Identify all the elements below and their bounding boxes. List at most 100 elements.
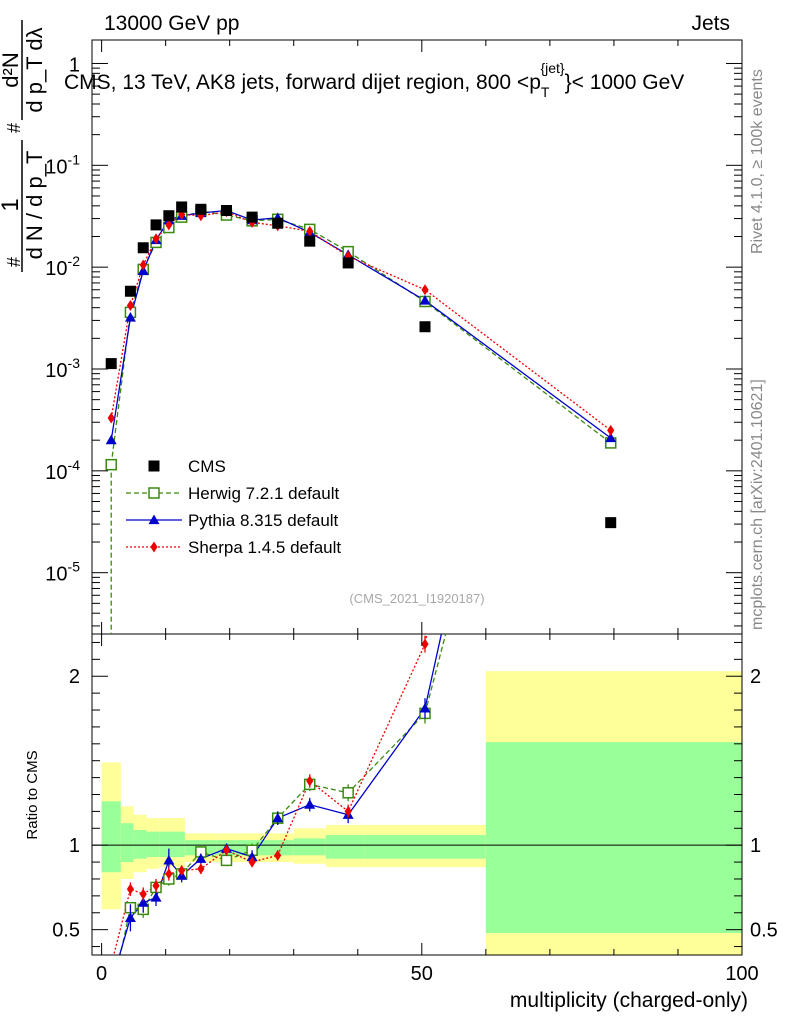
band-inner-3 xyxy=(146,831,160,858)
band-inner-11 xyxy=(325,835,365,859)
cms-point-13 xyxy=(605,517,617,529)
legend-label-2: Pythia 8.315 default xyxy=(188,511,339,530)
rivet-version: Rivet 4.1.0, ≥ 100k events xyxy=(749,69,766,254)
analysis-id: (CMS_2021_I1920187) xyxy=(349,591,484,606)
ratio-uncertainty-bands xyxy=(92,671,742,955)
main-marker-2-1 xyxy=(126,300,134,312)
ratio-marker-1-8 xyxy=(246,851,258,862)
x-axis-label: multiplicity (charged-only) xyxy=(510,989,748,1012)
cms-point-7 xyxy=(220,205,232,217)
legend-label-1: Herwig 7.2.1 default xyxy=(188,484,339,503)
ratio-tick-label-right-1: 1 xyxy=(750,835,761,857)
ratio-marker-2-11 xyxy=(344,805,352,817)
main-marker-2-13 xyxy=(607,424,615,436)
cms-point-10 xyxy=(304,235,316,247)
ratio-tick-label-left-2: 2 xyxy=(69,666,80,688)
main-marker-2-0 xyxy=(107,412,115,424)
main-marker-1-13 xyxy=(605,432,617,443)
ratio-tick-label-right-2: 2 xyxy=(750,666,761,688)
ratio-marker-2-9 xyxy=(274,849,282,861)
legend-marker-3 xyxy=(150,541,158,553)
ratio-tick-label-right-0: 0.5 xyxy=(750,920,778,942)
ratio-marker-2-3 xyxy=(152,880,160,892)
cms-point-8 xyxy=(246,211,258,223)
main-line-2 xyxy=(110,211,612,431)
cms-point-1 xyxy=(124,285,136,297)
y-label-one: 1 xyxy=(0,198,24,211)
band-inner-5 xyxy=(172,831,185,858)
legend-marker-1 xyxy=(148,487,160,499)
ratio-marker-2-7 xyxy=(222,844,231,856)
y-tick-label-3: 10-3 xyxy=(45,355,80,382)
y-label-numerator: d²N xyxy=(0,52,23,87)
main-marker-2-4 xyxy=(165,219,173,231)
main-marker-2-2 xyxy=(139,259,147,271)
legend: CMS Herwig 7.2.1 default Pythia 8.315 defa… xyxy=(126,457,341,557)
y-tick-label-5: 10-5 xyxy=(45,559,80,586)
ratio-marker-2-5 xyxy=(178,865,186,877)
y-tick-label-2: 10-2 xyxy=(45,253,80,280)
y-tick-label-1: 10-1 xyxy=(45,151,80,178)
x-tick-label-0: 0 xyxy=(96,963,107,985)
main-marker-1-1 xyxy=(124,312,136,322)
y-tick-label-4: 10-4 xyxy=(45,457,80,484)
band-inner-1 xyxy=(120,823,134,863)
chart-title-sub: T xyxy=(541,84,550,100)
ratio-marker-1-3 xyxy=(150,892,162,902)
cms-point-11 xyxy=(342,257,354,269)
main-line-1 xyxy=(110,209,612,441)
header-left: 13000 GeV pp xyxy=(104,12,239,35)
main-line-0 xyxy=(110,210,612,465)
ratio-line-2 xyxy=(113,634,428,955)
cms-point-2 xyxy=(137,242,149,254)
ratio-marker-1-4 xyxy=(163,854,175,865)
ratio-tick-label-left-1: 1 xyxy=(69,835,80,857)
ratio-marker-1-9 xyxy=(272,812,284,823)
ratio-marker-1-1 xyxy=(124,912,136,922)
ratio-marker-2-10 xyxy=(306,775,314,787)
main-marker-2-10 xyxy=(306,225,314,237)
chart-title-main: CMS, 13 TeV, AK8 jets, forward dijet reg… xyxy=(64,71,541,94)
band-inner-12 xyxy=(364,835,486,859)
y-label-hash-2: # xyxy=(4,123,24,133)
ratio-marker-2-2 xyxy=(139,888,147,900)
y-label-denominator: d p_T dλ xyxy=(22,27,47,112)
ratio-marker-0-0 xyxy=(106,992,116,1002)
main-marker-1-12 xyxy=(419,295,431,305)
ratio-marker-1-10 xyxy=(304,799,316,809)
cms-point-6 xyxy=(195,203,207,215)
chart-title-end: }< 1000 GeV xyxy=(565,71,685,94)
main-plot-data xyxy=(105,201,617,634)
legend-marker-2 xyxy=(148,514,160,525)
band-inner-4 xyxy=(159,831,173,858)
x-tick-label-2: 100 xyxy=(725,963,758,985)
ratio-marker-1-0 xyxy=(106,978,117,988)
ratio-marker-0-13 xyxy=(606,0,616,5)
ratio-marker-2-4 xyxy=(165,868,173,880)
cms-point-4 xyxy=(163,210,175,222)
band-inner-10 xyxy=(293,838,326,856)
legend-label-3: Sherpa 1.4.5 default xyxy=(188,538,341,557)
ratio-y-label: Ratio to CMS xyxy=(24,750,41,839)
ratio-marker-2-12 xyxy=(421,638,429,650)
header-right: Jets xyxy=(691,12,730,35)
y-label-bottom: d N / d p_T xyxy=(22,151,47,260)
band-inner-13 xyxy=(485,742,742,934)
main-marker-0-0 xyxy=(105,458,117,471)
band-inner-2 xyxy=(133,829,147,859)
band-inner-0 xyxy=(101,801,121,873)
cms-point-5 xyxy=(176,201,188,213)
cms-point-0 xyxy=(105,358,117,370)
ratio-marker-1-12 xyxy=(419,702,431,713)
ratio-marker-2-1 xyxy=(126,883,134,895)
ratio-marker-2-8 xyxy=(248,856,256,868)
ratio-marker-0-7 xyxy=(220,854,233,867)
chart-title: CMS, 13 TeV, AK8 jets, forward dijet reg… xyxy=(64,60,684,100)
y-label-hash: # xyxy=(4,257,24,267)
chart-title-sup: {jet} xyxy=(540,60,564,76)
cms-point-3 xyxy=(150,219,162,231)
cms-point-12 xyxy=(419,321,431,333)
y-axis-label: 1 d N / d p_T # d²N d p_T dλ # xyxy=(0,20,47,272)
main-marker-1-0 xyxy=(105,434,117,445)
ratio-marker-0-11 xyxy=(342,787,354,799)
